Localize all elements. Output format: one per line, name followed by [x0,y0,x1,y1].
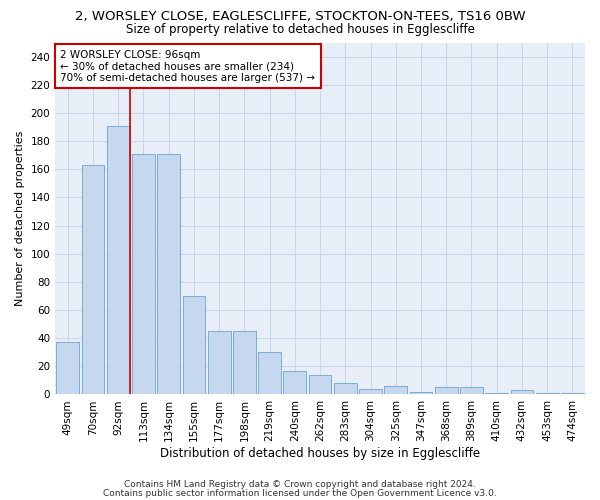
Bar [359,389,382,394]
Bar [536,393,559,394]
Bar [56,342,79,394]
Bar [460,388,483,394]
Bar [385,386,407,394]
Bar [82,165,104,394]
X-axis label: Distribution of detached houses by size in Egglescliffe: Distribution of detached houses by size … [160,447,480,460]
Bar [132,154,155,394]
Text: 2 WORSLEY CLOSE: 96sqm
← 30% of detached houses are smaller (234)
70% of semi-de: 2 WORSLEY CLOSE: 96sqm ← 30% of detached… [61,50,316,82]
Bar [435,388,458,394]
Bar [485,393,508,394]
Bar [208,331,230,394]
Text: Contains HM Land Registry data © Crown copyright and database right 2024.: Contains HM Land Registry data © Crown c… [124,480,476,489]
Bar [283,370,306,394]
Bar [511,390,533,394]
Text: Contains public sector information licensed under the Open Government Licence v3: Contains public sector information licen… [103,488,497,498]
Bar [157,154,180,394]
Y-axis label: Number of detached properties: Number of detached properties [15,131,25,306]
Text: 2, WORSLEY CLOSE, EAGLESCLIFFE, STOCKTON-ON-TEES, TS16 0BW: 2, WORSLEY CLOSE, EAGLESCLIFFE, STOCKTON… [74,10,526,23]
Bar [410,392,433,394]
Bar [258,352,281,395]
Bar [233,331,256,394]
Bar [561,393,584,394]
Bar [309,374,331,394]
Bar [107,126,130,394]
Bar [182,296,205,394]
Bar [334,383,356,394]
Text: Size of property relative to detached houses in Egglescliffe: Size of property relative to detached ho… [125,22,475,36]
